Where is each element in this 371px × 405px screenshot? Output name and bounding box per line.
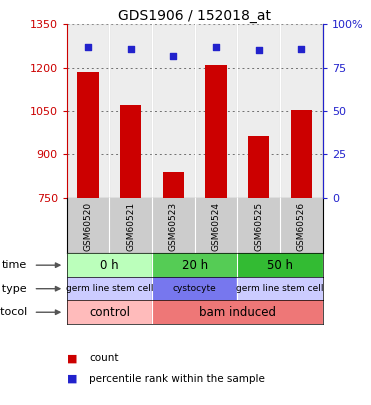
Bar <box>248 136 269 198</box>
Bar <box>109 198 152 254</box>
Point <box>171 52 177 59</box>
Bar <box>280 24 323 198</box>
Text: GSM60525: GSM60525 <box>254 202 263 251</box>
Point <box>85 44 91 50</box>
Bar <box>237 254 323 277</box>
Bar <box>152 254 237 277</box>
Text: cell type: cell type <box>0 284 27 294</box>
Text: protocol: protocol <box>0 307 27 317</box>
Text: germ line stem cell: germ line stem cell <box>236 284 324 293</box>
Bar <box>67 277 152 301</box>
Bar <box>152 277 237 301</box>
Bar <box>152 24 195 198</box>
Text: cystocyte: cystocyte <box>173 284 217 293</box>
Bar <box>237 24 280 198</box>
Bar <box>120 105 141 198</box>
Bar <box>67 198 109 254</box>
Text: GSM60524: GSM60524 <box>211 202 221 251</box>
Bar <box>206 65 227 198</box>
Text: ■: ■ <box>67 354 77 363</box>
Bar <box>237 277 323 301</box>
Bar <box>152 198 195 254</box>
Text: bam induced: bam induced <box>199 306 276 319</box>
Text: 20 h: 20 h <box>182 259 208 272</box>
Text: 0 h: 0 h <box>100 259 119 272</box>
Bar <box>67 24 109 198</box>
Point <box>298 45 304 52</box>
Bar <box>67 301 152 324</box>
Text: GSM60523: GSM60523 <box>169 202 178 251</box>
Bar <box>237 198 280 254</box>
Bar <box>109 24 152 198</box>
Bar <box>195 198 237 254</box>
Title: GDS1906 / 152018_at: GDS1906 / 152018_at <box>118 9 271 23</box>
Text: percentile rank within the sample: percentile rank within the sample <box>89 374 265 384</box>
Text: time: time <box>2 260 27 270</box>
Text: ■: ■ <box>67 374 77 384</box>
Bar <box>78 72 99 198</box>
Bar <box>152 301 323 324</box>
Text: GSM60520: GSM60520 <box>83 202 93 251</box>
Point <box>128 45 134 52</box>
Point <box>256 47 262 53</box>
Text: GSM60521: GSM60521 <box>126 202 135 251</box>
Bar <box>195 24 237 198</box>
Bar <box>280 198 323 254</box>
Text: germ line stem cell: germ line stem cell <box>66 284 153 293</box>
Bar <box>291 109 312 198</box>
Text: count: count <box>89 354 119 363</box>
Bar <box>163 172 184 198</box>
Text: 50 h: 50 h <box>267 259 293 272</box>
Text: control: control <box>89 306 130 319</box>
Point <box>213 44 219 50</box>
Text: GSM60526: GSM60526 <box>297 202 306 251</box>
Bar <box>67 254 152 277</box>
